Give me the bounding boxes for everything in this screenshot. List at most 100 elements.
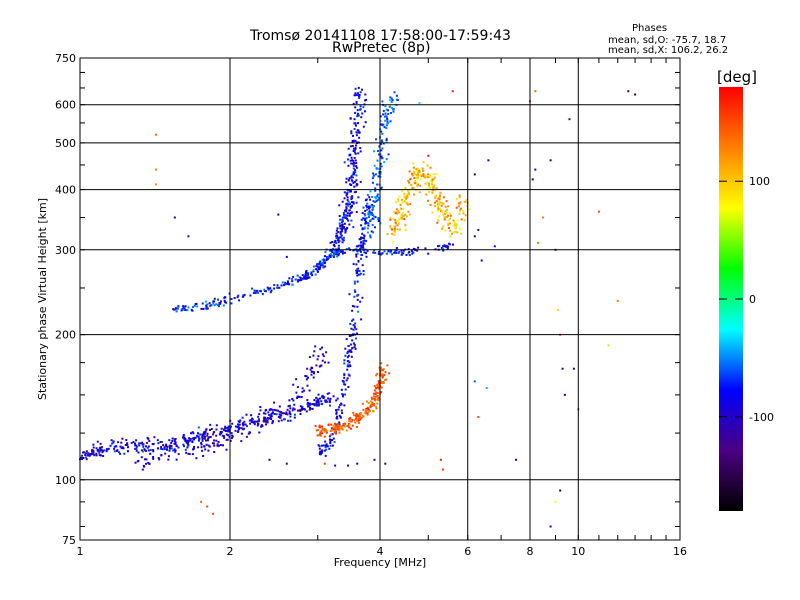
data-point (119, 452, 122, 455)
data-point (218, 433, 221, 436)
data-point (341, 228, 344, 231)
data-point (391, 240, 394, 243)
data-point (382, 380, 385, 383)
data-point (308, 389, 311, 392)
data-point (363, 227, 366, 230)
data-point (333, 441, 336, 443)
data-point (437, 245, 439, 248)
data-point (160, 446, 163, 449)
data-point (329, 442, 332, 444)
data-point (311, 403, 314, 406)
data-point (223, 435, 225, 438)
data-point (357, 152, 360, 155)
data-point (442, 202, 445, 205)
data-point (347, 204, 349, 207)
data-point (443, 212, 446, 215)
data-point (407, 210, 410, 213)
data-point (260, 290, 262, 293)
data-point (165, 447, 167, 449)
data-point (343, 222, 346, 225)
data-point (408, 183, 411, 186)
data-point (149, 449, 152, 451)
data-point (358, 131, 361, 134)
data-point (400, 253, 403, 256)
data-point (362, 273, 365, 276)
data-point (201, 434, 204, 437)
data-point (392, 233, 395, 236)
data-point (262, 412, 265, 415)
data-point (352, 342, 355, 345)
data-point (258, 419, 260, 422)
data-point (376, 193, 379, 196)
data-point (364, 219, 367, 222)
data-point (244, 423, 247, 426)
data-point (332, 424, 335, 427)
data-point (371, 208, 374, 211)
data-point (361, 232, 364, 235)
data-point (356, 298, 359, 301)
data-point (339, 416, 342, 418)
data-point (205, 439, 207, 442)
data-point (362, 244, 364, 247)
data-point (352, 318, 355, 321)
data-point (554, 500, 557, 503)
data-point (395, 251, 397, 254)
data-point (371, 398, 374, 400)
data-point (96, 440, 99, 443)
data-point (92, 446, 95, 449)
data-point (339, 224, 342, 227)
data-point (355, 144, 357, 147)
data-point (477, 416, 480, 418)
data-point (192, 432, 195, 435)
data-point (389, 225, 392, 228)
data-point (298, 395, 301, 398)
data-point (317, 268, 320, 271)
data-point (361, 264, 364, 267)
data-point (452, 243, 454, 246)
data-point (316, 270, 319, 273)
data-point (82, 457, 85, 459)
phase-stats-o-mode: mean, sd,O: -75.7, 18.7 (608, 35, 727, 46)
data-point (361, 402, 364, 405)
data-point (389, 251, 392, 254)
data-point (394, 212, 397, 215)
data-point (209, 423, 212, 426)
data-point (166, 448, 168, 451)
y-tick-label: 750 (55, 52, 76, 65)
data-point (454, 227, 457, 230)
data-point (226, 434, 229, 437)
data-point (438, 196, 441, 199)
data-point (325, 443, 328, 446)
data-point (137, 451, 140, 454)
data-point (385, 137, 388, 140)
data-point (376, 391, 379, 394)
data-point (353, 295, 356, 298)
data-point (308, 404, 311, 407)
data-point (352, 181, 355, 184)
data-point (398, 250, 401, 253)
data-point (200, 446, 203, 449)
data-point (287, 419, 289, 422)
data-point (337, 427, 340, 430)
data-point (371, 401, 374, 404)
data-point (384, 119, 387, 122)
data-point (410, 183, 413, 186)
data-point (372, 176, 375, 179)
data-point (202, 307, 205, 310)
data-point (358, 97, 361, 99)
data-point (342, 395, 344, 398)
data-point (452, 231, 455, 234)
data-point (315, 364, 318, 367)
data-point (142, 445, 145, 448)
data-point (303, 408, 306, 411)
data-point (359, 300, 362, 303)
data-point (376, 159, 379, 162)
data-point (352, 164, 355, 167)
data-point (208, 445, 211, 448)
data-point (392, 217, 395, 220)
data-point (212, 302, 215, 305)
data-point (354, 87, 357, 90)
data-point (372, 200, 375, 203)
data-point (292, 275, 295, 278)
data-point (354, 92, 357, 95)
